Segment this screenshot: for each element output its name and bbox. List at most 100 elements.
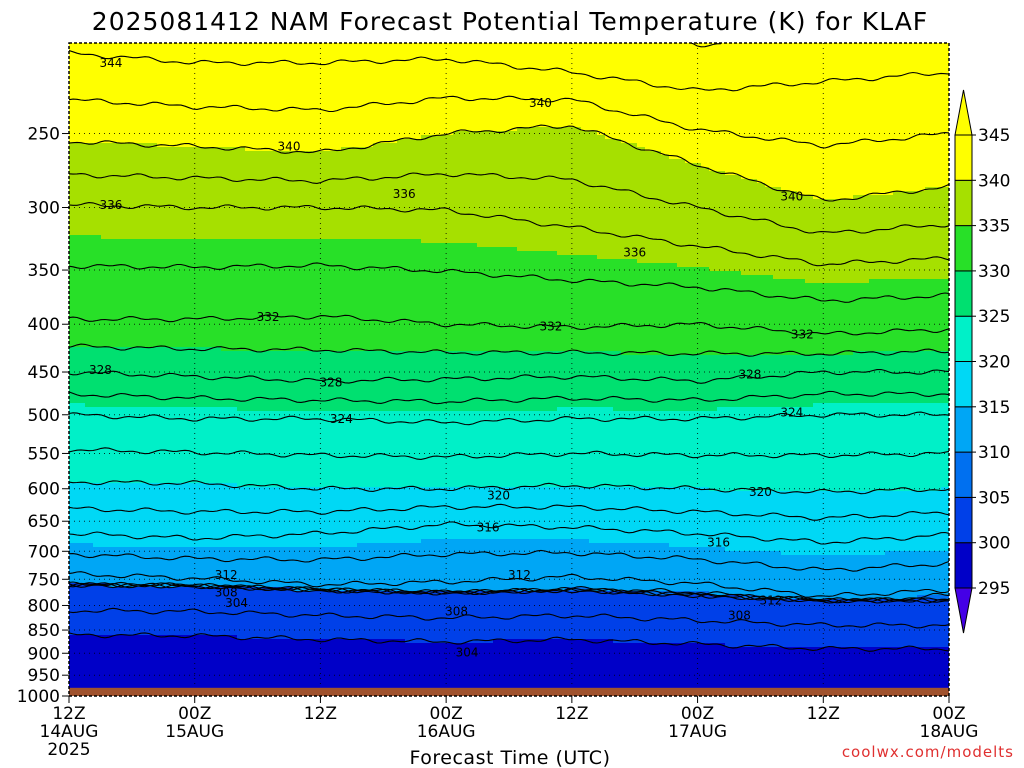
chart-title: 2025081412 NAM Forecast Potential Temper… xyxy=(92,7,928,36)
fill-cell xyxy=(117,259,126,264)
fill-cell xyxy=(101,295,110,300)
fill-cell xyxy=(237,595,246,600)
fill-cell xyxy=(85,595,94,600)
fill-cell xyxy=(173,187,182,192)
fill-cell xyxy=(205,663,214,668)
fill-cell xyxy=(189,291,198,296)
fill-cell xyxy=(301,663,310,668)
fill-cell xyxy=(117,119,126,124)
fill-cell xyxy=(253,459,262,464)
fill-cell xyxy=(133,607,142,612)
fill-cell xyxy=(253,363,262,368)
fill-cell xyxy=(117,191,126,196)
fill-cell xyxy=(69,107,78,112)
fill-cell xyxy=(77,83,86,88)
fill-cell xyxy=(245,67,254,72)
fill-cell xyxy=(205,307,214,312)
fill-cell xyxy=(245,195,254,200)
fill-cell xyxy=(85,351,94,356)
fill-cell xyxy=(69,623,78,628)
fill-cell xyxy=(253,591,262,596)
fill-cell xyxy=(189,591,198,596)
fill-cell xyxy=(101,255,110,260)
fill-cell xyxy=(301,579,310,584)
fill-cell xyxy=(141,639,150,644)
fill-cell xyxy=(229,375,238,380)
fill-cell xyxy=(309,343,318,348)
fill-cell xyxy=(285,675,294,680)
fill-cell xyxy=(109,423,118,428)
fill-cell xyxy=(85,55,94,60)
fill-cell xyxy=(285,387,294,392)
fill-cell xyxy=(293,151,302,156)
fill-cell xyxy=(165,255,174,260)
fill-cell xyxy=(293,291,302,296)
fill-cell xyxy=(277,127,286,132)
fill-cell xyxy=(173,667,182,672)
fill-cell xyxy=(285,399,294,404)
fill-cell xyxy=(149,83,158,88)
fill-cell xyxy=(213,271,222,276)
fill-cell xyxy=(253,495,262,500)
fill-cell xyxy=(173,251,182,256)
fill-cell xyxy=(205,327,214,332)
fill-cell xyxy=(269,583,278,588)
fill-cell xyxy=(285,619,294,624)
fill-cell xyxy=(69,287,78,292)
fill-cell xyxy=(245,567,254,572)
fill-cell xyxy=(309,227,318,232)
fill-cell xyxy=(173,155,182,160)
fill-cell xyxy=(125,155,134,160)
fill-cell xyxy=(181,183,190,188)
fill-cell xyxy=(237,163,246,168)
fill-cell xyxy=(293,243,302,248)
fill-cell xyxy=(117,111,126,116)
fill-cell xyxy=(269,351,278,356)
fill-cell xyxy=(125,47,134,52)
fill-cell xyxy=(109,575,118,580)
fill-cell xyxy=(197,167,206,172)
fill-cell xyxy=(221,439,230,444)
fill-cell xyxy=(237,211,246,216)
fill-cell xyxy=(189,243,198,248)
fill-cell xyxy=(165,135,174,140)
fill-cell xyxy=(229,387,238,392)
fill-cell xyxy=(117,163,126,168)
fill-cell xyxy=(173,211,182,216)
fill-cell xyxy=(117,83,126,88)
fill-cell xyxy=(133,219,142,224)
fill-cell xyxy=(229,439,238,444)
fill-cell xyxy=(165,311,174,316)
fill-cell xyxy=(125,327,134,332)
fill-cell xyxy=(125,599,134,604)
fill-cell xyxy=(125,383,134,388)
fill-cell xyxy=(245,239,254,244)
fill-cell xyxy=(133,671,142,676)
fill-cell xyxy=(237,647,246,652)
fill-cell xyxy=(101,123,110,128)
fill-cell xyxy=(109,683,118,688)
fill-cell xyxy=(149,675,158,680)
fill-cell xyxy=(189,303,198,308)
fill-cell xyxy=(149,387,158,392)
fill-cell xyxy=(269,551,278,556)
fill-cell xyxy=(109,175,118,180)
fill-cell xyxy=(77,287,86,292)
fill-cell xyxy=(173,227,182,232)
fill-cell xyxy=(229,51,238,56)
fill-cell xyxy=(125,679,134,684)
fill-cell xyxy=(141,671,150,676)
fill-cell xyxy=(181,323,190,328)
fill-cell xyxy=(213,579,222,584)
fill-cell xyxy=(149,683,158,688)
fill-cell xyxy=(133,235,142,240)
fill-cell xyxy=(205,455,214,460)
fill-cell xyxy=(141,295,150,300)
fill-cell xyxy=(237,415,246,420)
fill-cell xyxy=(197,599,206,604)
fill-cell xyxy=(277,431,286,436)
fill-cell xyxy=(301,71,310,76)
fill-cell xyxy=(253,599,262,604)
fill-cell xyxy=(221,291,230,296)
fill-cell xyxy=(125,675,134,680)
